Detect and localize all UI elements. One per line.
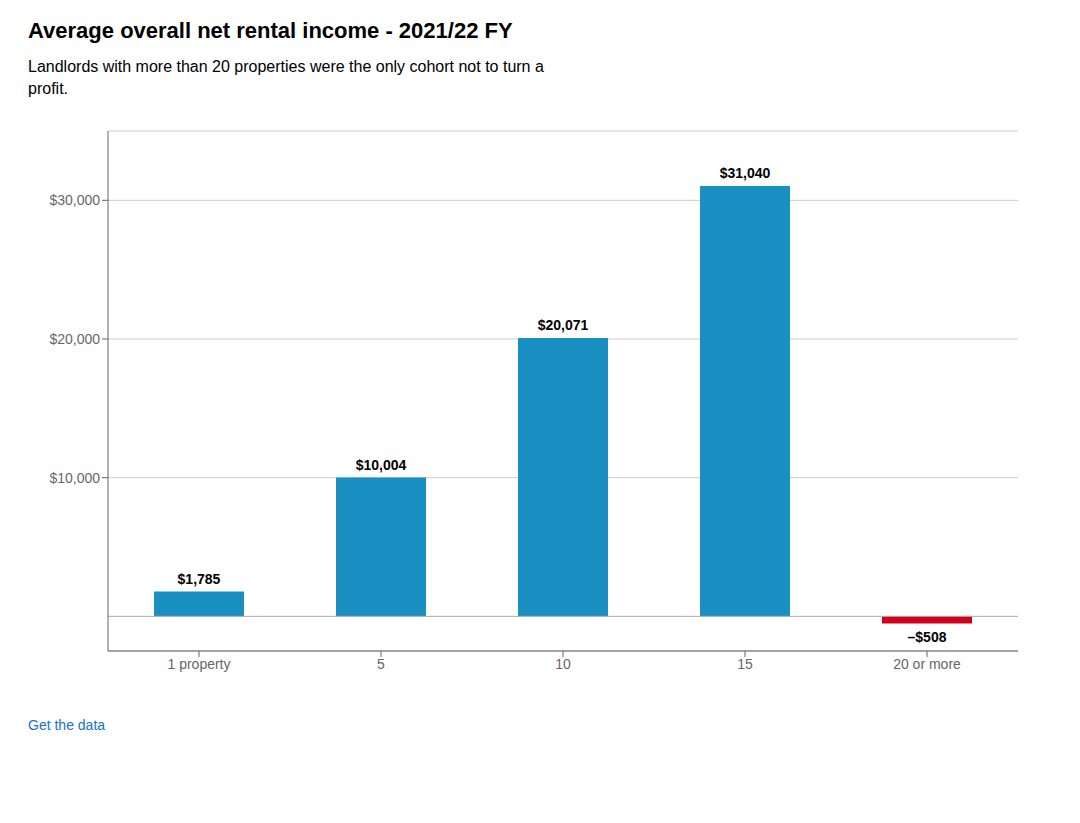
svg-text:1 property: 1 property: [167, 656, 230, 672]
svg-text:$1,785: $1,785: [178, 570, 221, 586]
svg-text:20 or more: 20 or more: [893, 656, 961, 672]
svg-text:$10,004: $10,004: [356, 456, 407, 472]
svg-text:–$508: –$508: [908, 629, 947, 645]
svg-text:10: 10: [555, 656, 571, 672]
svg-text:5: 5: [377, 656, 385, 672]
svg-text:$20,071: $20,071: [538, 317, 589, 333]
html-text:Landlords with more than 20 pr: Landlords with more than 20 properties w…: [28, 58, 544, 98]
svg-text:$10,000: $10,000: [49, 469, 100, 485]
svg-text:$31,040: $31,040: [720, 165, 771, 181]
html-text:Average overall net rental inc: Average overall net rental income - 2021…: [28, 18, 513, 43]
html-text:Get the data: Get the data: [28, 716, 106, 733]
svg-text:$30,000: $30,000: [49, 192, 100, 208]
svg-text:15: 15: [737, 656, 753, 672]
svg-text:$20,000: $20,000: [49, 331, 100, 347]
